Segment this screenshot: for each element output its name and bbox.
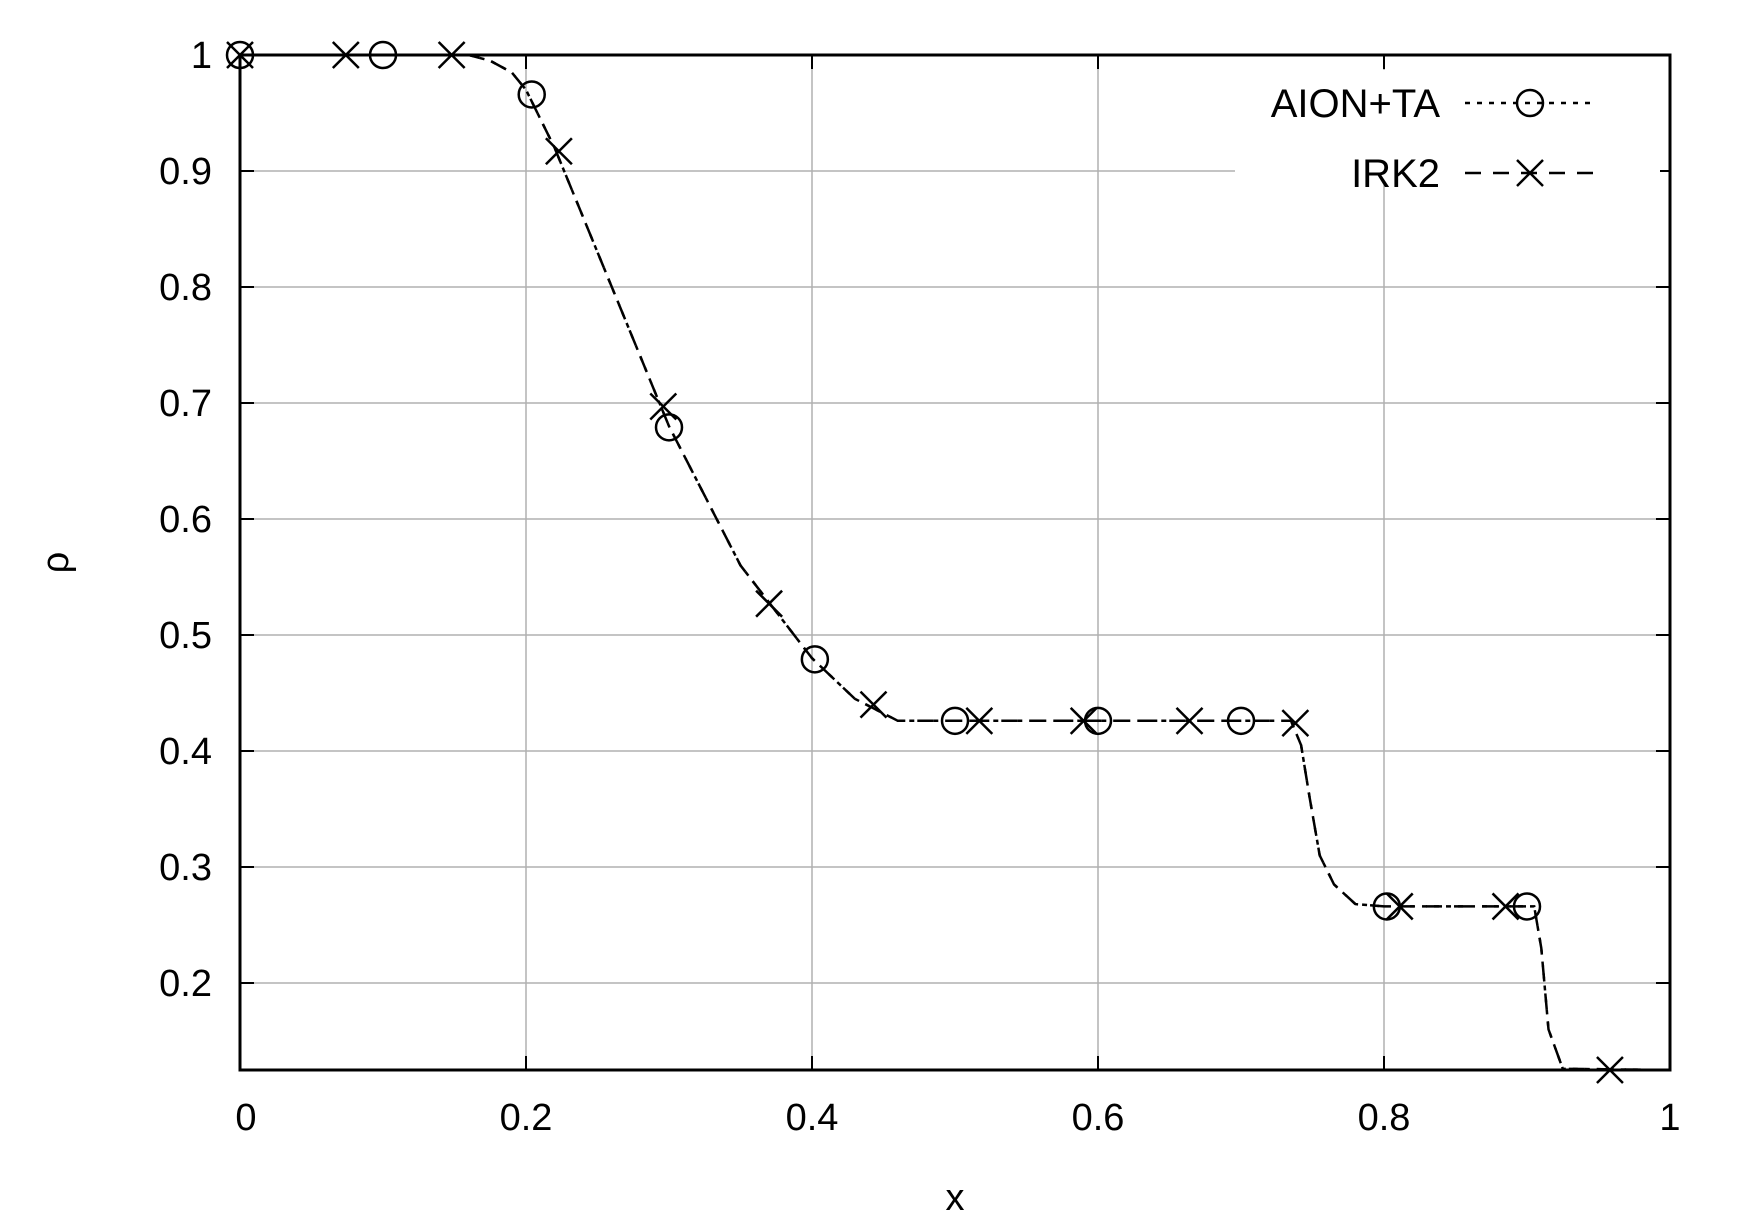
- grid: [240, 55, 1670, 1070]
- data-point-cross: [1069, 706, 1098, 735]
- cross-stroke: [1281, 709, 1310, 738]
- series-line: [240, 53, 1671, 1072]
- x-tick-label: 0.4: [786, 1097, 839, 1139]
- data-point-circle: [940, 706, 970, 736]
- y-tick-label: 0.4: [159, 731, 212, 773]
- y-tick-label: 0.2: [159, 963, 212, 1005]
- cross-stroke: [1516, 159, 1544, 187]
- y-tick-label: 0.3: [159, 847, 212, 889]
- cross-stroke: [859, 690, 888, 719]
- y-tick-label: 0.8: [159, 267, 212, 309]
- legend-label: IRK2: [1351, 152, 1440, 196]
- series-IRK2: [226, 41, 1671, 1084]
- series-line: [240, 53, 1671, 1072]
- data-point-circle: [517, 80, 546, 109]
- legend-item: AION+TA: [1271, 82, 1595, 126]
- tick-labels: 0 0.2 0.4 0.6 0.8 1 0.2 0.3 0.4 0.5 0.6 0.7 0.8 0.9 1: [159, 35, 1680, 1139]
- cross-stroke: [1385, 892, 1414, 921]
- data-point-cross: [649, 392, 678, 421]
- x-tick-label: 0: [235, 1097, 256, 1139]
- y-tick-label: 0.9: [159, 151, 212, 193]
- data-point-cross: [755, 589, 783, 618]
- data-point-cross: [1385, 892, 1414, 921]
- y-tick-label: 0.7: [159, 383, 212, 425]
- data-point-cross: [965, 706, 994, 735]
- cross-stroke: [649, 392, 678, 421]
- x-tick-label: 0.2: [500, 1097, 553, 1139]
- y-tick-label: 0.6: [159, 499, 212, 541]
- y-axis-label: ρ: [35, 552, 77, 574]
- data-point-circle: [654, 413, 684, 442]
- data-point-circle: [800, 645, 830, 674]
- data-point-cross: [1175, 706, 1204, 735]
- cross-stroke: [1491, 892, 1520, 921]
- cross-stroke: [545, 137, 573, 166]
- cross-stroke: [1069, 706, 1098, 735]
- data-point-cross: [1491, 892, 1520, 921]
- legend-label: AION+TA: [1271, 82, 1441, 126]
- cross-stroke: [755, 589, 783, 618]
- legend-item: IRK2: [1351, 152, 1595, 196]
- data-point-cross: [545, 137, 573, 166]
- y-tick-label: 0.5: [159, 615, 212, 657]
- legend: AION+TA IRK2: [1235, 70, 1660, 196]
- legend-marker: [1516, 159, 1544, 187]
- legend-background: [1235, 70, 1660, 185]
- data-point-cross: [859, 690, 888, 719]
- cross-stroke: [1175, 706, 1204, 735]
- data-point-cross: [1281, 709, 1310, 738]
- legend-marker: [1515, 88, 1545, 118]
- x-tick-label: 0.8: [1358, 1097, 1411, 1139]
- y-tick-label: 1: [191, 35, 212, 77]
- x-axis-label: x: [946, 1177, 965, 1219]
- cross-stroke: [965, 706, 994, 735]
- x-tick-label: 1: [1659, 1097, 1680, 1139]
- plot-frame: [238, 53, 1672, 1072]
- x-tick-label: 0.6: [1072, 1097, 1125, 1139]
